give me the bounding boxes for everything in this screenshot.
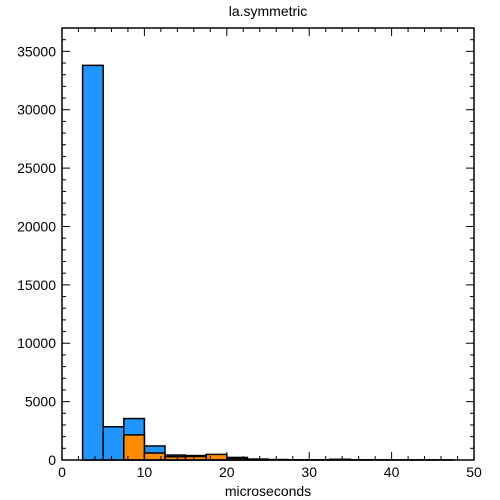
y-tick-label-6: 30000 bbox=[17, 102, 56, 118]
chart-title: la.symmetric bbox=[229, 3, 308, 19]
y-tick-label-5: 25000 bbox=[17, 160, 56, 176]
bar-orange-1 bbox=[143, 452, 166, 461]
x-tick-label-5: 50 bbox=[466, 464, 482, 480]
bar-orange-0 bbox=[123, 434, 146, 461]
x-tick-label-0: 0 bbox=[58, 464, 66, 480]
y-tick-label-1: 5000 bbox=[25, 394, 56, 410]
y-tick-label-4: 20000 bbox=[17, 218, 56, 234]
bar-orange-4 bbox=[205, 453, 228, 461]
axis-tick-labels: 0 10 20 30 40 50 0 5000 10000 15000 20000 25000 3000… bbox=[17, 43, 482, 480]
plot-frame bbox=[61, 27, 475, 461]
y-tick-label-7: 35000 bbox=[17, 43, 56, 59]
x-tick-label-4: 40 bbox=[384, 464, 400, 480]
bar-blue-0 bbox=[81, 64, 104, 461]
bar-blue-1 bbox=[102, 425, 125, 461]
x-tick-label-2: 20 bbox=[219, 464, 235, 480]
y-tick-label-3: 15000 bbox=[17, 277, 56, 293]
x-tick-label-3: 30 bbox=[301, 464, 317, 480]
y-tick-label-2: 10000 bbox=[17, 335, 56, 351]
y-tick-label-0: 0 bbox=[48, 452, 56, 468]
x-tick-label-1: 10 bbox=[137, 464, 153, 480]
x-axis-label: microseconds bbox=[225, 483, 311, 499]
